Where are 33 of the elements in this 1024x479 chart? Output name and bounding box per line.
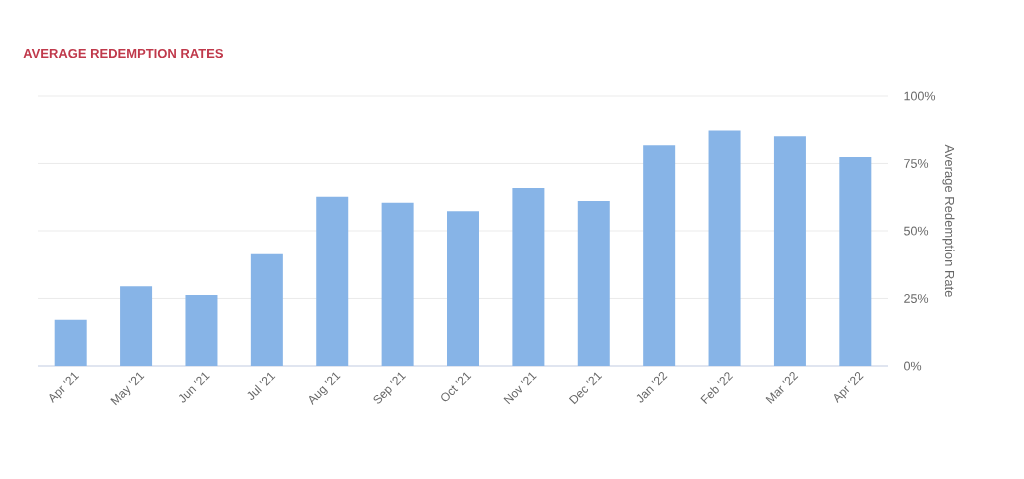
x-tick-label: Jan '22: [636, 371, 668, 403]
x-tick-label: Oct '21: [441, 372, 472, 402]
x-tick-label: Jun '21: [179, 372, 210, 403]
x-tick-label: Jul '21: [247, 372, 276, 400]
x-tick-label: Nov '21: [503, 372, 537, 405]
chart-title: AVERAGE REDEMPTION RATES: [23, 48, 224, 59]
x-tick-label: Dec '21: [568, 372, 603, 405]
bar: [512, 188, 545, 366]
x-tick-label: Apr '22: [834, 371, 864, 404]
bar: [643, 145, 676, 366]
x-tick-label: Aug '21: [309, 372, 341, 405]
x-tick-label: May '21: [110, 372, 145, 406]
bar: [54, 319, 87, 366]
y-axis-title: Average Redemption Rate: [942, 144, 955, 297]
bar: [120, 286, 153, 366]
y-tick-label: 100%: [904, 91, 936, 101]
bar: [185, 294, 218, 366]
y-tick-label: 75%: [904, 159, 929, 168]
y-tick-label: 25%: [904, 294, 929, 303]
bar: [708, 130, 741, 366]
bar: [250, 253, 283, 366]
x-tick-label: Apr '21: [49, 372, 80, 404]
y-tick-label: 50%: [904, 226, 929, 236]
bar: [447, 211, 480, 366]
bar: [381, 202, 414, 366]
bar: [839, 157, 872, 366]
x-tick-label: Sep '21: [373, 372, 406, 404]
bar: [577, 201, 610, 366]
x-tick-label: Mar '22: [765, 371, 799, 404]
y-tick-label: 0%: [904, 361, 922, 371]
x-tick-label: Feb '22: [700, 372, 734, 405]
bar: [316, 196, 349, 366]
bar: [773, 136, 806, 366]
